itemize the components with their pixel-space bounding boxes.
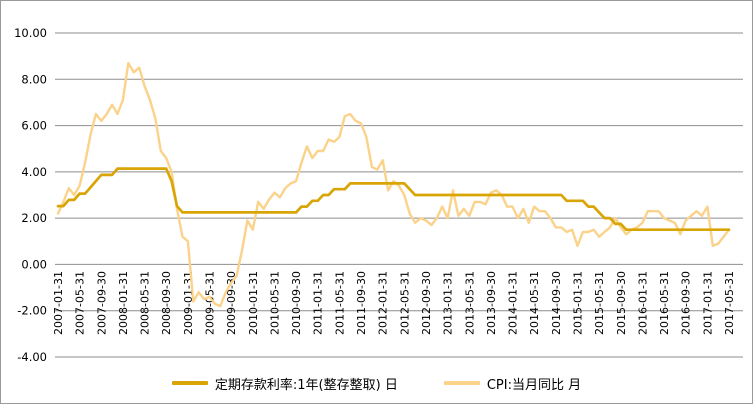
x-tick-label: 2012-05-31 — [398, 271, 411, 335]
deposit-rate-line-swatch — [171, 381, 208, 385]
x-tick-label: 2015-05-31 — [593, 271, 606, 335]
x-tick-label: 2011-09-30 — [355, 271, 368, 335]
legend: 定期存款利率:1年(整存整取) 日 CPI:当月同比 月 — [1, 372, 752, 394]
x-tick-label: 2013-09-30 — [485, 271, 498, 335]
y-tick-label: 10.00 — [14, 26, 47, 40]
x-tick-label: 2016-05-31 — [658, 271, 671, 335]
x-tick-label: 2013-05-31 — [463, 271, 476, 335]
x-tick-label: 2015-09-30 — [615, 271, 628, 335]
x-tick-label: 2015-01-31 — [572, 271, 585, 335]
x-tick-label: 2007-01-31 — [52, 271, 65, 335]
x-tick-label: 2017-05-31 — [723, 271, 736, 335]
y-tick-label: 4.00 — [21, 165, 47, 179]
x-tick-label: 2014-01-31 — [507, 271, 520, 335]
x-tick-label: 2016-01-31 — [636, 271, 649, 335]
x-tick-label: 2008-09-30 — [160, 271, 173, 335]
x-tick-label: 2014-09-30 — [550, 271, 563, 335]
deposit-rate-line — [56, 167, 731, 232]
y-tick-label: 2.00 — [21, 211, 47, 225]
y-axis-labels: 10.00 8.00 6.00 4.00 2.00 0.00 -2.00 -4.00 — [14, 26, 47, 364]
y-gridlines — [55, 32, 743, 358]
y-tick-label: -4.00 — [17, 350, 47, 364]
legend-item-deposit-rate: 定期存款利率:1年(整存整取) 日 — [171, 374, 398, 393]
x-tick-label: 2012-09-30 — [420, 271, 433, 335]
x-tick-label: 2009-05-31 — [204, 271, 217, 335]
x-tick-label: 2017-01-31 — [701, 271, 714, 335]
x-tick-label: 2007-05-31 — [74, 271, 87, 335]
x-tick-label: 2010-09-30 — [290, 271, 303, 335]
legend-item-cpi: CPI:当月同比 月 — [443, 374, 582, 393]
legend-label-deposit-rate: 定期存款利率:1年(整存整取) 日 — [214, 377, 398, 393]
legend-label-cpi: CPI:当月同比 月 — [486, 377, 582, 393]
y-tick-label: 6.00 — [21, 119, 47, 133]
x-tick-label: 2011-01-31 — [312, 271, 325, 335]
x-tick-label: 2016-09-30 — [680, 271, 693, 335]
plot-series — [56, 61, 731, 308]
cpi-line — [56, 61, 731, 308]
x-tick-label: 2013-01-31 — [442, 271, 455, 335]
x-tick-label: 2010-01-31 — [247, 271, 260, 335]
cpi-line-swatch — [443, 381, 480, 385]
y-tick-label: 8.00 — [21, 72, 47, 86]
x-axis-labels: 2007-01-31 2007-05-31 2007-09-30 2008-01-31… — [52, 271, 736, 335]
x-tick-label: 2008-01-31 — [117, 271, 130, 335]
x-tick-label: 2011-05-31 — [333, 271, 346, 335]
y-tick-label: 0.00 — [21, 257, 47, 271]
x-tick-label: 2010-05-31 — [269, 271, 282, 335]
x-tick-label: 2009-01-31 — [182, 271, 195, 335]
x-tick-label: 2008-05-31 — [139, 271, 152, 335]
x-tick-label: 2007-09-30 — [95, 271, 108, 335]
x-tick-label: 2014-05-31 — [528, 271, 541, 335]
x-tick-label: 2012-01-31 — [377, 271, 390, 335]
y-tick-label: -2.00 — [17, 304, 47, 318]
